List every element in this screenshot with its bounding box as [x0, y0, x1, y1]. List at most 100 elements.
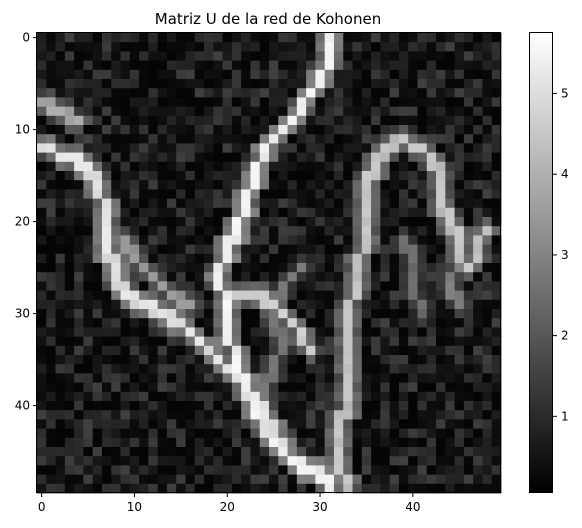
heatmap-cell [167, 300, 177, 310]
heatmap-cell [167, 226, 177, 236]
heatmap-cell [278, 438, 288, 448]
heatmap-cell [371, 272, 381, 282]
heatmap-cell [167, 70, 177, 80]
heatmap-cell [46, 447, 56, 457]
heatmap-cell [185, 355, 195, 365]
heatmap-cell [130, 263, 140, 273]
heatmap-cell [436, 33, 446, 43]
heatmap-cell [223, 475, 233, 485]
heatmap-cell [473, 153, 483, 163]
heatmap-cell [46, 180, 56, 190]
heatmap-cell [362, 355, 372, 365]
heatmap-cell [334, 42, 344, 52]
heatmap-cell [436, 281, 446, 291]
heatmap-cell [139, 33, 149, 43]
heatmap-cell [334, 51, 344, 61]
heatmap-cell [325, 337, 335, 347]
heatmap-cell [148, 88, 158, 98]
heatmap-cell [130, 254, 140, 264]
heatmap-cell [204, 254, 214, 264]
heatmap-cell [121, 263, 131, 273]
heatmap-cell [148, 116, 158, 126]
heatmap-cell [65, 235, 75, 245]
heatmap-cell [482, 33, 492, 43]
heatmap-cell [399, 97, 409, 107]
heatmap-cell [223, 309, 233, 319]
heatmap-cell [93, 346, 103, 356]
heatmap-cell [390, 171, 400, 181]
heatmap-cell [232, 125, 242, 135]
heatmap-cell [380, 456, 390, 466]
heatmap-cell [306, 143, 316, 153]
heatmap-cell [390, 355, 400, 365]
heatmap-cell [492, 364, 502, 374]
heatmap-cell [482, 217, 492, 227]
heatmap-cell [37, 42, 47, 52]
heatmap-cell [185, 125, 195, 135]
heatmap-cell [167, 116, 177, 126]
heatmap-cell [74, 208, 84, 218]
heatmap-cell [167, 401, 177, 411]
heatmap-cell [417, 272, 427, 282]
heatmap-cell [353, 33, 363, 43]
heatmap-cell [37, 162, 47, 172]
heatmap-cell [195, 42, 205, 52]
heatmap-cell [343, 429, 353, 439]
heatmap-cell [195, 327, 205, 337]
heatmap-cell [37, 318, 47, 328]
heatmap-cell [390, 392, 400, 402]
heatmap-cell [473, 272, 483, 282]
heatmap-cell [46, 465, 56, 475]
heatmap-cell [56, 189, 66, 199]
heatmap-cell [362, 475, 372, 485]
heatmap-cell [455, 180, 465, 190]
heatmap-cell [83, 171, 93, 181]
heatmap-cell [121, 309, 131, 319]
heatmap-cell [158, 346, 168, 356]
heatmap-cell [158, 291, 168, 301]
heatmap-cell [213, 153, 223, 163]
heatmap-cell [362, 309, 372, 319]
heatmap-cell [492, 447, 502, 457]
heatmap-cell [176, 355, 186, 365]
heatmap-cell [417, 327, 427, 337]
heatmap-cell [232, 410, 242, 420]
heatmap-cell [436, 318, 446, 328]
heatmap-cell [111, 373, 121, 383]
heatmap-cell [260, 134, 270, 144]
heatmap-cell [213, 410, 223, 420]
heatmap-cell [362, 410, 372, 420]
heatmap-cell [325, 143, 335, 153]
heatmap-cell [455, 438, 465, 448]
heatmap-cell [315, 42, 325, 52]
heatmap-cell [102, 392, 112, 402]
heatmap-cell [362, 97, 372, 107]
heatmap-cell [269, 383, 279, 393]
heatmap-cell [204, 401, 214, 411]
heatmap-cell [288, 208, 298, 218]
heatmap-cell [56, 337, 66, 347]
heatmap-cell [74, 373, 84, 383]
heatmap-cell [334, 272, 344, 282]
heatmap-cell [232, 70, 242, 80]
heatmap-cell [176, 484, 186, 494]
heatmap-cell [213, 337, 223, 347]
heatmap-cell [121, 235, 131, 245]
heatmap-cell [46, 107, 56, 117]
heatmap-cell [241, 254, 251, 264]
heatmap-cell [390, 245, 400, 255]
heatmap-cell [399, 153, 409, 163]
heatmap-cell [473, 162, 483, 172]
heatmap-cell [288, 465, 298, 475]
heatmap-cell [74, 272, 84, 282]
heatmap-cell [65, 143, 75, 153]
heatmap-cell [408, 153, 418, 163]
heatmap-cell [464, 281, 474, 291]
heatmap-cell [390, 235, 400, 245]
heatmap-cell [399, 337, 409, 347]
heatmap-cell [37, 70, 47, 80]
heatmap-cell [417, 208, 427, 218]
heatmap-cell [306, 337, 316, 347]
heatmap-cell [148, 401, 158, 411]
heatmap-cell [492, 189, 502, 199]
